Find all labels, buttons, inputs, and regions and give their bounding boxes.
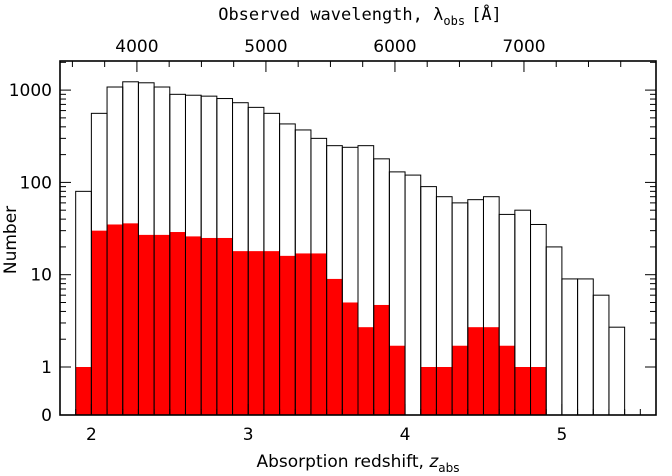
axis-ticks <box>60 61 656 415</box>
x-tick-label: 2 <box>86 425 97 445</box>
x-tick-label: 3 <box>243 425 254 445</box>
bar-filled <box>467 327 484 415</box>
filled-series <box>75 223 547 415</box>
y-tick-label: 10 <box>30 266 52 286</box>
bar-filled <box>389 345 406 415</box>
bar-filled <box>514 367 531 415</box>
bar-outline <box>404 174 422 416</box>
bar-filled <box>185 236 202 415</box>
top-axis-title: Observed wavelength, λobs [Å] <box>218 3 502 28</box>
bar-filled <box>310 253 327 415</box>
top-axis-title-subscript: obs <box>443 14 465 28</box>
bar-outline <box>608 326 626 416</box>
bar-filled <box>483 327 500 415</box>
y-tick-label: 100 <box>20 173 52 193</box>
bar-filled <box>436 367 453 415</box>
y-tick-label: 1 <box>41 358 52 378</box>
bar-filled <box>122 223 139 415</box>
y-tick-label: 0 <box>41 406 52 426</box>
top-tick-label: 7000 <box>502 37 545 57</box>
bar-filled <box>263 251 280 415</box>
top-tick-label: 4000 <box>115 37 158 57</box>
bar-outline <box>545 246 563 416</box>
top-axis-title-symbol: λ <box>433 5 443 25</box>
bar-filled <box>295 253 311 415</box>
bar-filled <box>373 304 390 415</box>
x-axis-title-text: Absorption redshift, <box>257 452 430 472</box>
bar-outline <box>561 278 579 416</box>
bar-filled <box>342 302 358 415</box>
top-tick-label: 5000 <box>244 37 287 57</box>
x-axis-title: Absorption redshift, zabs <box>257 452 460 475</box>
top-tick-label: 6000 <box>373 37 416 57</box>
y-tick-label: 1000 <box>9 81 52 101</box>
bar-filled <box>201 237 217 415</box>
y-axis-title: Number <box>1 206 21 274</box>
bar-filled <box>326 278 343 415</box>
bar-filled <box>154 234 170 415</box>
bar-filled <box>107 224 123 415</box>
top-axis-title-text: Observed wavelength, <box>218 5 433 25</box>
bar-filled <box>420 367 437 415</box>
bar-filled <box>232 251 249 415</box>
bar-filled <box>358 327 374 415</box>
x-tick-label: 5 <box>556 425 567 445</box>
top-axis-title-unit: [Å] <box>471 3 502 25</box>
bar-filled <box>248 251 264 415</box>
tick-labels: 2 3 4 5 4000 5000 6000 7000 0 1 10 100 1000 <box>9 37 568 445</box>
bar-filled <box>138 234 155 415</box>
bar-filled <box>91 230 108 415</box>
x-tick-label: 4 <box>400 425 411 445</box>
bar-filled <box>75 367 92 415</box>
x-axis-title-subscript: abs <box>438 461 459 475</box>
bar-filled <box>169 232 186 415</box>
bar-filled <box>216 237 233 415</box>
bar-filled <box>279 255 296 415</box>
bar-outline <box>577 278 594 416</box>
bar-filled <box>452 345 468 415</box>
bar-outline <box>592 294 610 416</box>
bar-filled <box>530 367 547 415</box>
bar-filled <box>499 345 515 415</box>
x-axis-title-symbol: z <box>428 452 439 472</box>
